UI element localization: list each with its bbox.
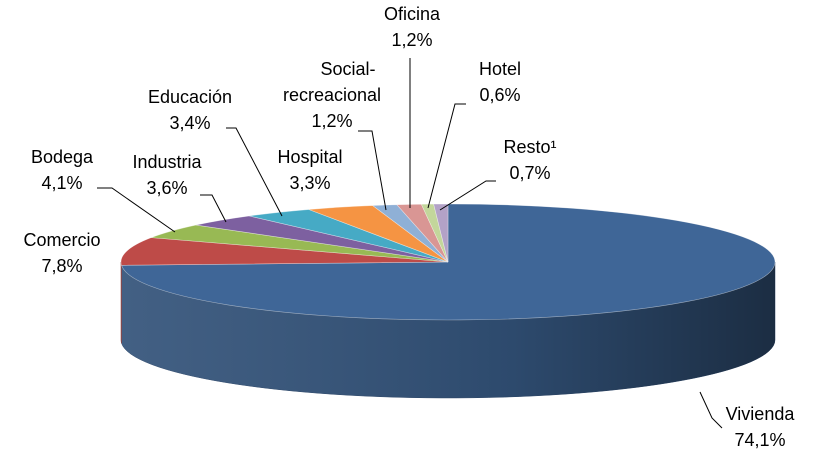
slice-label: Vivienda <box>726 404 796 424</box>
value-label: 1,2% <box>311 111 352 131</box>
leader-line <box>358 130 387 211</box>
value-label: 1,2% <box>391 30 432 50</box>
value-label: 3,6% <box>146 178 187 198</box>
value-label: 0,6% <box>479 85 520 105</box>
leader-line <box>699 391 723 429</box>
leader-line <box>427 103 466 209</box>
slice-label: Hospital <box>277 147 342 167</box>
value-label: 3,3% <box>289 173 330 193</box>
value-label: 7,8% <box>41 256 82 276</box>
slice-label: Oficina <box>384 4 441 24</box>
slice-label: Educación <box>148 87 232 107</box>
leader-line <box>439 180 496 211</box>
leader-line <box>97 187 176 233</box>
slice <box>433 203 449 263</box>
slice-label: Resto¹ <box>503 137 556 157</box>
slice-side <box>120 261 122 344</box>
slice-label: Bodega <box>31 147 94 167</box>
slice-label: Comercio <box>23 230 100 250</box>
value-label: 0,7% <box>509 163 550 183</box>
slice <box>120 237 449 266</box>
value-label: 74,1% <box>734 430 785 450</box>
leader-line <box>200 194 227 223</box>
slice-label: Social-recreacional <box>283 59 381 105</box>
value-label: 4,1% <box>41 173 82 193</box>
slice-label: Hotel <box>479 59 521 79</box>
leader-line <box>226 127 283 217</box>
value-label: 3,4% <box>169 113 210 133</box>
slice-label: Industria <box>132 152 202 172</box>
